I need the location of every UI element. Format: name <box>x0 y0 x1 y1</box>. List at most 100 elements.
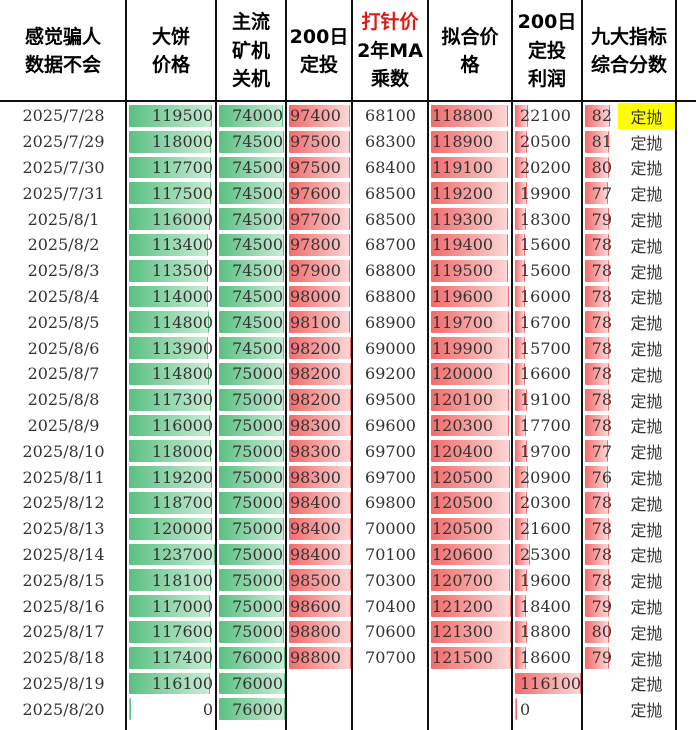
cell-dca[interactable]: 98300 <box>288 413 351 439</box>
cell-miner[interactable]: 75000 <box>218 542 285 568</box>
cell-signal[interactable]: 定抛 <box>618 490 675 516</box>
cell-dca[interactable]: 98400 <box>288 542 351 568</box>
cell-fit[interactable] <box>430 696 511 722</box>
cell-miner[interactable]: 75000 <box>218 387 285 413</box>
cell-signal[interactable]: 定抛 <box>618 593 675 619</box>
cell-ma[interactable] <box>354 696 427 722</box>
cell-score[interactable]: 76 <box>584 464 615 490</box>
cell-miner[interactable]: 74500 <box>218 258 285 284</box>
cell-signal[interactable]: 定抛 <box>618 232 675 258</box>
cell-dca[interactable]: 98300 <box>288 438 351 464</box>
cell-profit[interactable]: 20200 <box>514 155 581 181</box>
cell-score[interactable]: 82 <box>584 103 615 129</box>
cell-profit[interactable]: 116100 <box>514 671 581 697</box>
cell-score[interactable]: 78 <box>584 232 615 258</box>
cell-ma[interactable]: 68800 <box>354 284 427 310</box>
cell-profit[interactable]: 16600 <box>514 361 581 387</box>
cell-date[interactable]: 2025/8/10 <box>2 438 125 464</box>
cell-signal[interactable]: 定抛 <box>618 361 675 387</box>
cell-btc[interactable]: 116100 <box>128 671 215 697</box>
cell-fit[interactable]: 120000 <box>430 361 511 387</box>
cell-profit[interactable]: 15700 <box>514 335 581 361</box>
cell-profit[interactable]: 19700 <box>514 438 581 464</box>
cell-signal[interactable]: 定抛 <box>618 542 675 568</box>
cell-date[interactable]: 2025/8/8 <box>2 387 125 413</box>
cell-ma[interactable]: 70400 <box>354 593 427 619</box>
cell-signal[interactable]: 定抛 <box>618 645 675 671</box>
cell-dca[interactable]: 97500 <box>288 155 351 181</box>
cell-date[interactable]: 2025/7/29 <box>2 129 125 155</box>
cell-miner[interactable]: 74500 <box>218 180 285 206</box>
cell-score[interactable]: 78 <box>584 361 615 387</box>
cell-btc[interactable]: 117300 <box>128 387 215 413</box>
cell-date[interactable]: 2025/8/9 <box>2 413 125 439</box>
cell-dca[interactable]: 98000 <box>288 284 351 310</box>
cell-profit[interactable]: 18800 <box>514 619 581 645</box>
cell-dca[interactable]: 97900 <box>288 258 351 284</box>
cell-profit[interactable]: 17700 <box>514 413 581 439</box>
cell-miner[interactable]: 75000 <box>218 413 285 439</box>
cell-score[interactable]: 77 <box>584 180 615 206</box>
cell-ma[interactable]: 68500 <box>354 206 427 232</box>
cell-miner[interactable]: 75000 <box>218 438 285 464</box>
cell-profit[interactable]: 19600 <box>514 567 581 593</box>
cell-btc[interactable]: 119500 <box>128 103 215 129</box>
cell-ma[interactable]: 69600 <box>354 413 427 439</box>
cell-date[interactable]: 2025/8/12 <box>2 490 125 516</box>
cell-signal[interactable]: 定抛 <box>618 103 675 129</box>
cell-score[interactable]: 77 <box>584 438 615 464</box>
cell-score[interactable]: 79 <box>584 593 615 619</box>
cell-fit[interactable]: 121300 <box>430 619 511 645</box>
cell-profit[interactable]: 25300 <box>514 542 581 568</box>
cell-score[interactable]: 78 <box>584 258 615 284</box>
cell-ma[interactable]: 70300 <box>354 567 427 593</box>
cell-ma[interactable]: 68300 <box>354 129 427 155</box>
cell-dca[interactable] <box>288 696 351 722</box>
cell-date[interactable]: 2025/8/5 <box>2 309 125 335</box>
cell-btc[interactable]: 0 <box>128 696 215 722</box>
cell-signal[interactable]: 定抛 <box>618 387 675 413</box>
cell-dca[interactable]: 97500 <box>288 129 351 155</box>
cell-score[interactable]: 80 <box>584 619 615 645</box>
cell-score[interactable]: 78 <box>584 567 615 593</box>
cell-score[interactable]: 78 <box>584 413 615 439</box>
cell-signal[interactable]: 定抛 <box>618 258 675 284</box>
cell-btc[interactable]: 116000 <box>128 206 215 232</box>
cell-btc[interactable]: 118000 <box>128 129 215 155</box>
cell-profit[interactable]: 0 <box>514 696 581 722</box>
cell-fit[interactable]: 119100 <box>430 155 511 181</box>
cell-btc[interactable]: 117400 <box>128 645 215 671</box>
cell-ma[interactable]: 70600 <box>354 619 427 645</box>
cell-dca[interactable]: 98200 <box>288 361 351 387</box>
cell-score[interactable]: 78 <box>584 284 615 310</box>
cell-btc[interactable]: 118700 <box>128 490 215 516</box>
cell-profit[interactable]: 15600 <box>514 258 581 284</box>
cell-date[interactable]: 2025/8/14 <box>2 542 125 568</box>
cell-fit[interactable]: 119600 <box>430 284 511 310</box>
cell-miner[interactable]: 74500 <box>218 284 285 310</box>
cell-dca[interactable]: 98800 <box>288 619 351 645</box>
cell-signal[interactable]: 定抛 <box>618 206 675 232</box>
cell-score[interactable]: 78 <box>584 387 615 413</box>
cell-score[interactable]: 78 <box>584 335 615 361</box>
cell-score[interactable] <box>584 671 615 697</box>
cell-ma[interactable]: 69500 <box>354 387 427 413</box>
cell-btc[interactable]: 119200 <box>128 464 215 490</box>
cell-profit[interactable]: 20900 <box>514 464 581 490</box>
cell-date[interactable]: 2025/7/30 <box>2 155 125 181</box>
cell-score[interactable] <box>584 696 615 722</box>
cell-btc[interactable]: 118100 <box>128 567 215 593</box>
cell-profit[interactable]: 18600 <box>514 645 581 671</box>
cell-btc[interactable]: 114800 <box>128 309 215 335</box>
cell-score[interactable]: 78 <box>584 516 615 542</box>
cell-miner[interactable]: 74000 <box>218 103 285 129</box>
cell-fit[interactable]: 118800 <box>430 103 511 129</box>
cell-date[interactable]: 2025/8/11 <box>2 464 125 490</box>
cell-ma[interactable]: 69200 <box>354 361 427 387</box>
cell-date[interactable]: 2025/7/31 <box>2 180 125 206</box>
cell-signal[interactable]: 定抛 <box>618 129 675 155</box>
cell-score[interactable]: 79 <box>584 206 615 232</box>
cell-profit[interactable]: 20500 <box>514 129 581 155</box>
cell-miner[interactable]: 75000 <box>218 619 285 645</box>
cell-btc[interactable]: 117500 <box>128 180 215 206</box>
